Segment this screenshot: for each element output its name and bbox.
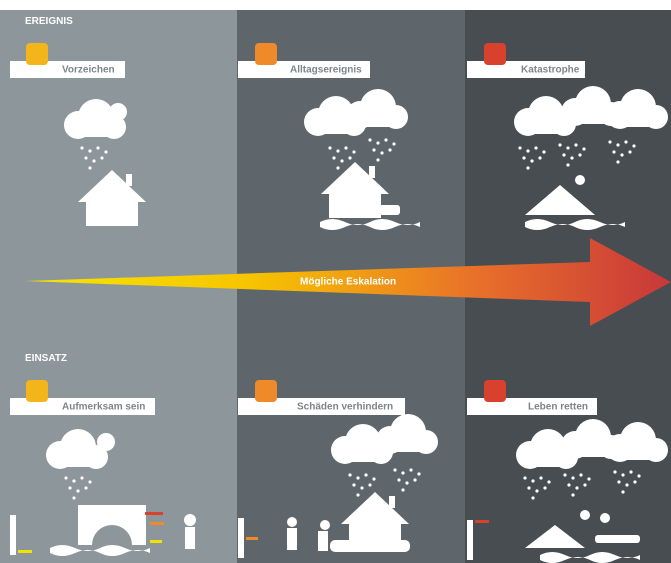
icon [26, 43, 48, 65]
infographic: EREIGNIS EINSATZ Vorzeichen Alltagsereig… [0, 0, 671, 563]
label: Alltagsereignis [290, 65, 362, 76]
section-title: EREIGNIS [25, 16, 73, 27]
icon [26, 380, 48, 402]
label: Vorzeichen [62, 65, 115, 76]
label: Katastrophe [521, 65, 580, 76]
label: Aufmerksam sein [62, 402, 145, 413]
icon [484, 380, 506, 402]
icon [255, 43, 277, 65]
arrow-label: Mögliche Eskalation [300, 277, 396, 288]
section-title: EINSATZ [25, 353, 67, 364]
icon [255, 380, 277, 402]
label: Schäden verhindern [297, 402, 393, 413]
label: Leben retten [528, 402, 588, 413]
icon [484, 43, 506, 65]
